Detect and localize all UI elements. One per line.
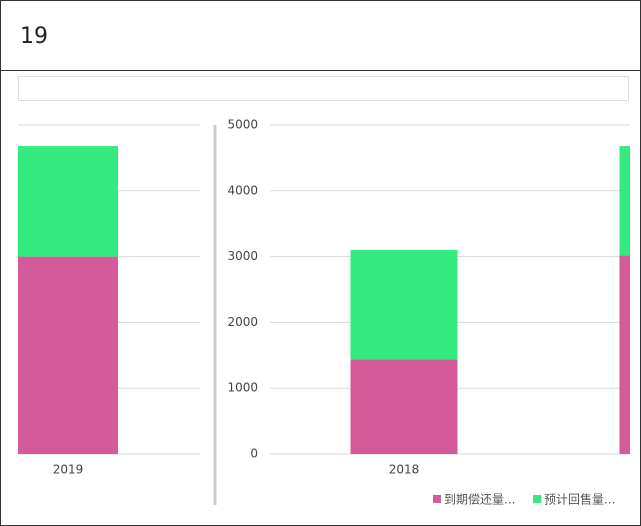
legend-label: 到期偿还量... <box>444 492 515 507</box>
x-tick-label: 2018 <box>389 463 420 477</box>
y-tick-label: 4000 <box>227 183 258 197</box>
bar-segment <box>350 359 458 454</box>
header-title: 19 <box>20 24 48 49</box>
right-chart <box>270 124 630 455</box>
left-chart <box>18 124 200 455</box>
bar-segment <box>18 256 118 454</box>
y-tick-label: 5000 <box>227 118 258 132</box>
legend-swatch <box>433 495 441 503</box>
axes: 2019 0 1000 2000 3000 4000 5000 2018 到期偿还量... 预计回… <box>53 118 616 507</box>
x-tick-label: 2019 <box>53 463 84 477</box>
bar-segment <box>350 250 458 360</box>
title-box <box>18 76 629 101</box>
legend-swatch <box>533 495 541 503</box>
bar-segment <box>619 255 630 454</box>
y-tick-label: 3000 <box>227 249 258 263</box>
y-tick-label: 0 <box>250 447 258 461</box>
y-tick-label: 2000 <box>227 315 258 329</box>
bar-segment <box>18 146 118 257</box>
y-tick-label: 1000 <box>227 381 258 395</box>
legend-label: 预计回售量... <box>544 492 615 507</box>
bar-segment <box>619 146 630 256</box>
